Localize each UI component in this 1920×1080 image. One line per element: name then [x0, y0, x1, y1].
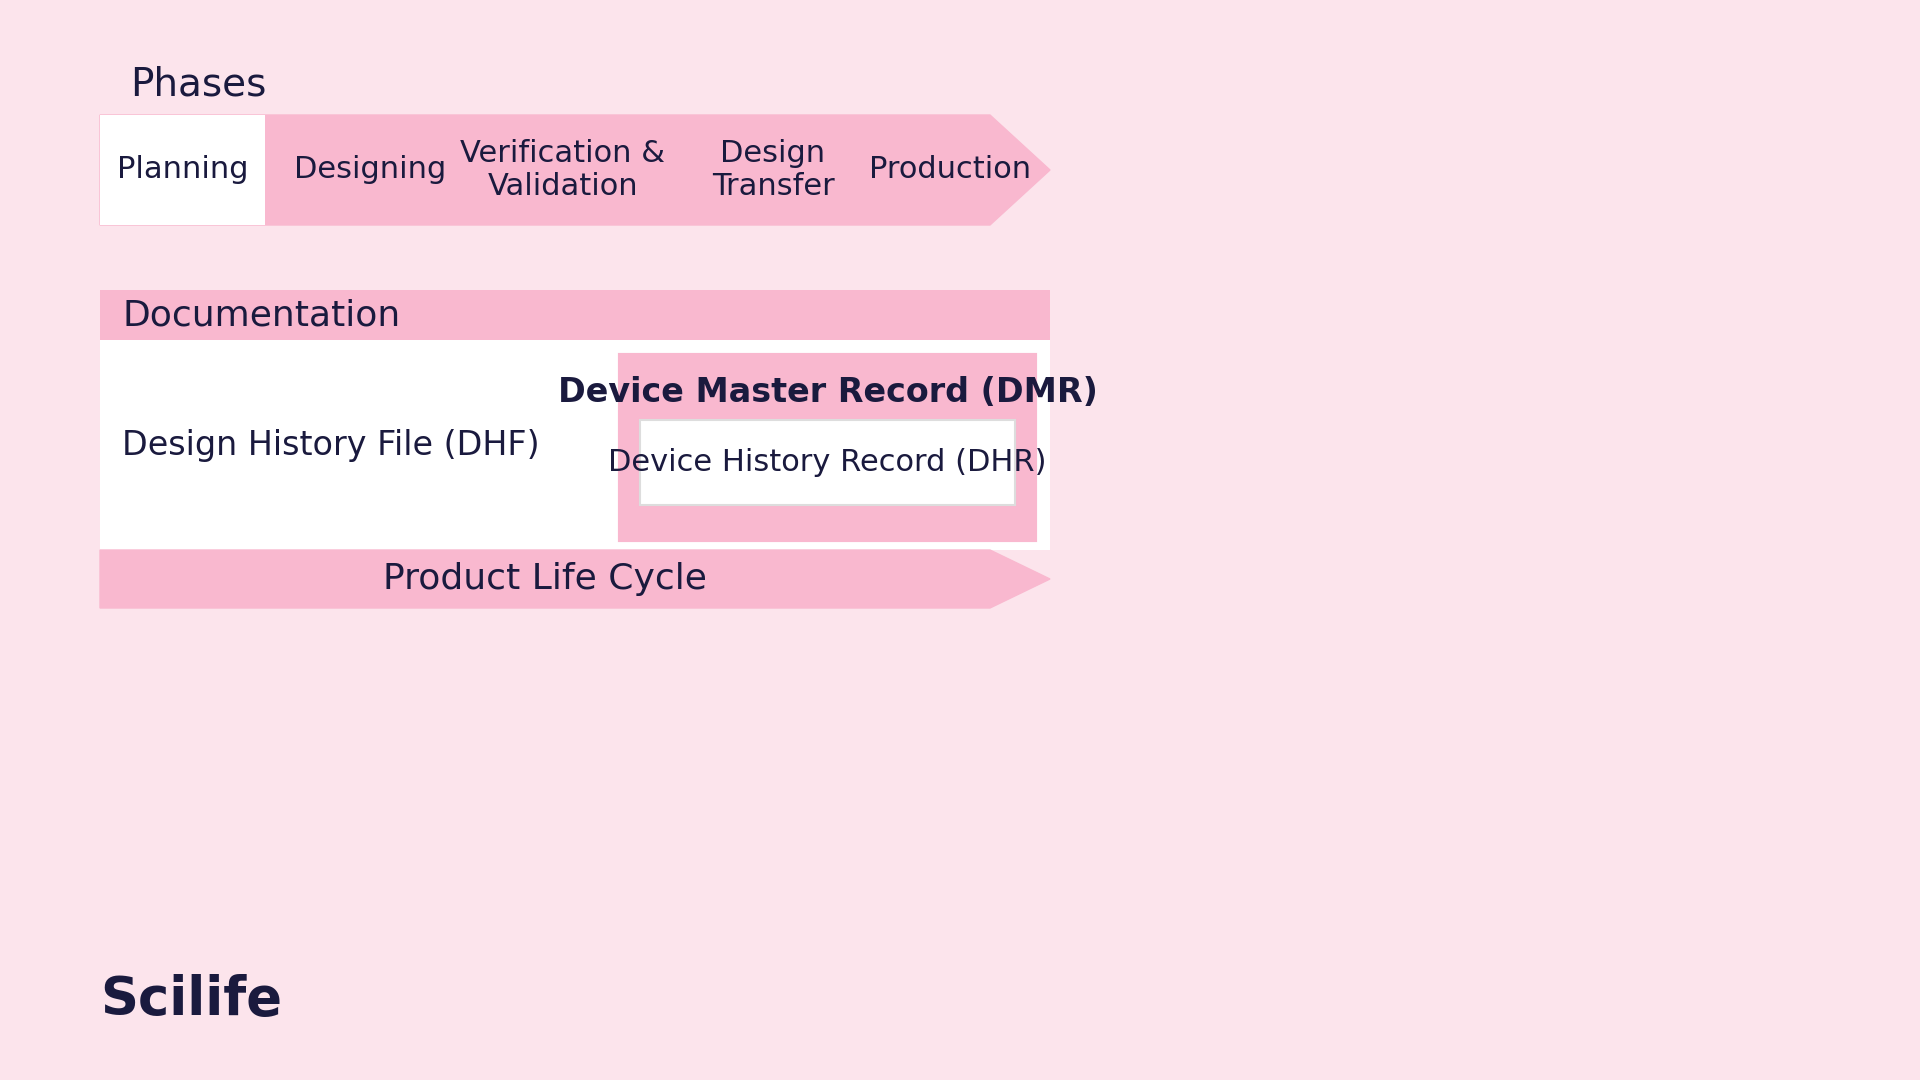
FancyBboxPatch shape — [100, 340, 1050, 550]
Text: Documentation: Documentation — [123, 298, 399, 332]
FancyBboxPatch shape — [100, 114, 265, 225]
Text: Planning: Planning — [117, 156, 250, 185]
FancyBboxPatch shape — [639, 420, 1016, 505]
Text: Designing: Designing — [294, 156, 445, 185]
Text: Scilife: Scilife — [100, 974, 282, 1026]
Text: Device History Record (DHR): Device History Record (DHR) — [609, 448, 1046, 477]
Text: Product Life Cycle: Product Life Cycle — [384, 562, 707, 596]
Text: Verification &
Validation: Verification & Validation — [461, 138, 666, 201]
Polygon shape — [100, 550, 1050, 608]
Text: Device Master Record (DMR): Device Master Record (DMR) — [557, 377, 1098, 409]
Text: Design
Transfer: Design Transfer — [712, 138, 835, 201]
FancyBboxPatch shape — [100, 291, 1050, 340]
Text: Phases: Phases — [131, 66, 267, 104]
Polygon shape — [100, 114, 1050, 225]
Text: Design History File (DHF): Design History File (DHF) — [123, 429, 540, 461]
FancyBboxPatch shape — [620, 355, 1035, 540]
Text: Production: Production — [870, 156, 1031, 185]
